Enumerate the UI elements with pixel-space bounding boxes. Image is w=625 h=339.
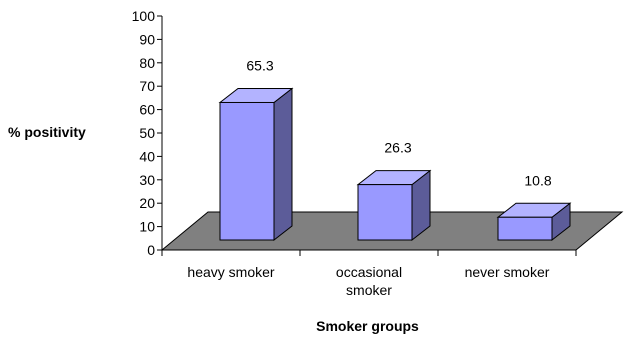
y-tick-label: 0 <box>147 242 155 258</box>
y-tick-label: 70 <box>139 78 155 94</box>
y-tick-label: 10 <box>139 219 155 235</box>
y-tick-label: 50 <box>139 125 155 141</box>
data-label: 10.8 <box>524 172 551 188</box>
x-category-label: never smoker <box>465 264 550 280</box>
x-axis-title: Smoker groups <box>316 318 419 334</box>
bar-front <box>219 101 275 241</box>
x-category-label-line: never smoker <box>465 264 550 280</box>
x-category-label-line: smoker <box>346 282 392 298</box>
y-tick-label: 40 <box>139 148 155 164</box>
y-axis-title: % positivity <box>8 124 86 140</box>
bar: 10.8 <box>496 172 572 242</box>
bar: 26.3 <box>356 140 432 242</box>
y-tick-label: 90 <box>139 31 155 47</box>
x-category-label: occasional smoker <box>336 264 402 298</box>
y-tick-label: 30 <box>139 172 155 188</box>
x-category-label-line: occasional <box>336 264 402 280</box>
x-category-label: heavy smoker <box>187 264 274 280</box>
x-category-label-line: heavy smoker <box>187 264 274 280</box>
y-tick-label: 20 <box>139 195 155 211</box>
y-tick-label: 80 <box>139 55 155 71</box>
bar-side <box>273 87 293 242</box>
bar-front <box>357 184 413 241</box>
data-label: 26.3 <box>384 140 411 156</box>
data-label: 65.3 <box>246 57 273 73</box>
bar: 65.3 <box>218 57 294 242</box>
y-tick-label: 100 <box>132 8 156 24</box>
bar-front <box>497 216 553 241</box>
y-tick-label: 60 <box>139 102 155 118</box>
